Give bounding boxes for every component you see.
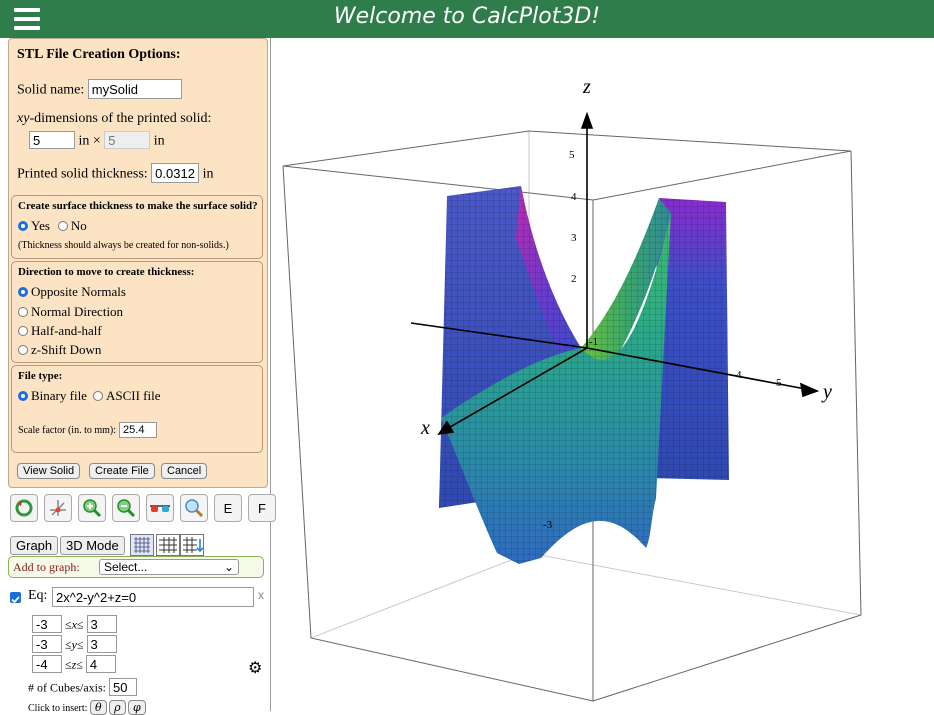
grid-view-icon[interactable] [130, 534, 154, 556]
y-tick-5: 5 [776, 377, 782, 389]
z-range-row: ≤z≤ [32, 655, 116, 673]
y-tick-4: 4 [736, 369, 742, 381]
view-solid-button[interactable]: View Solid [17, 463, 81, 479]
radio-half-and-half[interactable]: Half-and-half [18, 323, 102, 339]
z-min-input[interactable] [32, 655, 62, 673]
scale-input[interactable] [119, 422, 158, 438]
cubes-row: # of Cubes/axis: [28, 678, 137, 696]
z-tick-2: 2 [571, 273, 577, 285]
z-axis-label: z [582, 76, 591, 98]
surface-thickness-box: Create surface thickness to make the sur… [11, 195, 263, 259]
cancel-button[interactable]: Cancel [161, 463, 208, 479]
zoom-in-icon[interactable] [78, 494, 106, 522]
table-view-icon[interactable] [156, 534, 180, 556]
axes-icon[interactable] [44, 494, 72, 522]
top-bar: Welcome to CalcPlot3D! [0, 0, 934, 38]
thickness-row: Printed solid thickness: in [17, 163, 214, 183]
z-tick-neg3: -3 [543, 519, 553, 531]
insert-phi-button[interactable]: φ [128, 700, 146, 715]
e-button[interactable]: E [214, 494, 242, 522]
x-range-row: ≤x≤ [32, 615, 117, 633]
solid-name-row: Solid name: [17, 79, 182, 99]
x-min-input[interactable] [32, 615, 62, 633]
remove-equation-button[interactable]: x [258, 588, 264, 602]
rotate-icon[interactable] [10, 494, 38, 522]
x-max-input[interactable] [86, 615, 117, 633]
stl-options-panel: STL File Creation Options: Solid name: x… [8, 38, 268, 488]
x-dim-input[interactable] [29, 131, 75, 149]
menu-icon[interactable] [14, 8, 40, 30]
surface [439, 186, 729, 564]
chevron-down-icon: ⌄ [223, 560, 234, 574]
3d-mode-button[interactable]: 3D Mode [60, 536, 125, 555]
add-to-graph-bar: Add to graph: Select... ⌄ [8, 556, 264, 578]
left-panel: STL File Creation Options: Solid name: x… [0, 38, 276, 715]
axes [410, 111, 820, 436]
tick-labels: 5 4 3 2 -1 4 5 -3 [543, 149, 782, 531]
file-type-box: File type: Binary file ASCII file Scale … [11, 365, 263, 453]
equation-input[interactable] [52, 587, 254, 607]
radio-z-shift-down[interactable]: z-Shift Down [18, 342, 101, 358]
z-max-input[interactable] [85, 655, 116, 673]
app-title: Welcome to CalcPlot3D! [333, 4, 601, 29]
magnifier-icon[interactable] [180, 494, 208, 522]
z-tick-neg1: -1 [589, 336, 598, 348]
add-to-graph-select[interactable]: Select... ⌄ [99, 559, 239, 575]
insert-theta-button[interactable]: θ [89, 700, 107, 715]
radio-ascii[interactable] [92, 391, 103, 401]
solid-name-input[interactable] [87, 79, 182, 99]
insert-rho-button[interactable]: ρ [109, 700, 126, 715]
yes-radio[interactable]: Yes No [18, 218, 87, 234]
thickness-input[interactable] [151, 163, 200, 183]
create-file-button[interactable]: Create File [89, 463, 155, 479]
3d-glasses-icon[interactable] [146, 494, 174, 522]
z-tick-4: 4 [571, 191, 577, 203]
x-axis-label: x [420, 417, 430, 439]
stl-heading: STL File Creation Options: [17, 47, 181, 62]
zoom-out-icon[interactable] [112, 494, 140, 522]
scale-row: Scale factor (in. to mm): [18, 422, 158, 438]
radio-binary[interactable]: Binary file ASCII file [18, 388, 161, 404]
thickness-note: (Thickness should always be created for … [18, 240, 229, 251]
radio-opposite-normals[interactable]: Opposite Normals [18, 284, 126, 300]
xy-dim-row: in × in [29, 131, 165, 150]
gear-icon[interactable]: ⚙ [248, 660, 263, 677]
insert-row: Click to insert: θ ρ φ [28, 700, 146, 715]
f-button[interactable]: F [248, 494, 276, 522]
y-min-input[interactable] [32, 635, 62, 653]
no-radio[interactable] [57, 221, 68, 231]
equation-checkbox[interactable] [10, 592, 21, 604]
plot-canvas[interactable]: 5 4 3 2 -1 4 5 -3 z y x [271, 38, 934, 711]
graph-button[interactable]: Graph [10, 536, 59, 555]
cubes-input[interactable] [109, 678, 137, 696]
y-dim-input[interactable] [104, 131, 151, 149]
equation-label: Eq: [28, 588, 48, 603]
table-add-icon[interactable] [180, 534, 204, 556]
y-axis-label: y [821, 381, 832, 403]
y-range-row: ≤y≤ [32, 635, 117, 653]
solid-name-label: Solid name: [17, 82, 85, 98]
radio-normal-direction[interactable]: Normal Direction [18, 304, 123, 320]
z-tick-5: 5 [569, 149, 575, 161]
direction-box: Direction to move to create thickness: O… [11, 261, 263, 363]
xy-dim-label: xy-dimensions of the printed solid: [17, 111, 212, 126]
z-tick-3: 3 [571, 232, 577, 244]
y-max-input[interactable] [86, 635, 117, 653]
